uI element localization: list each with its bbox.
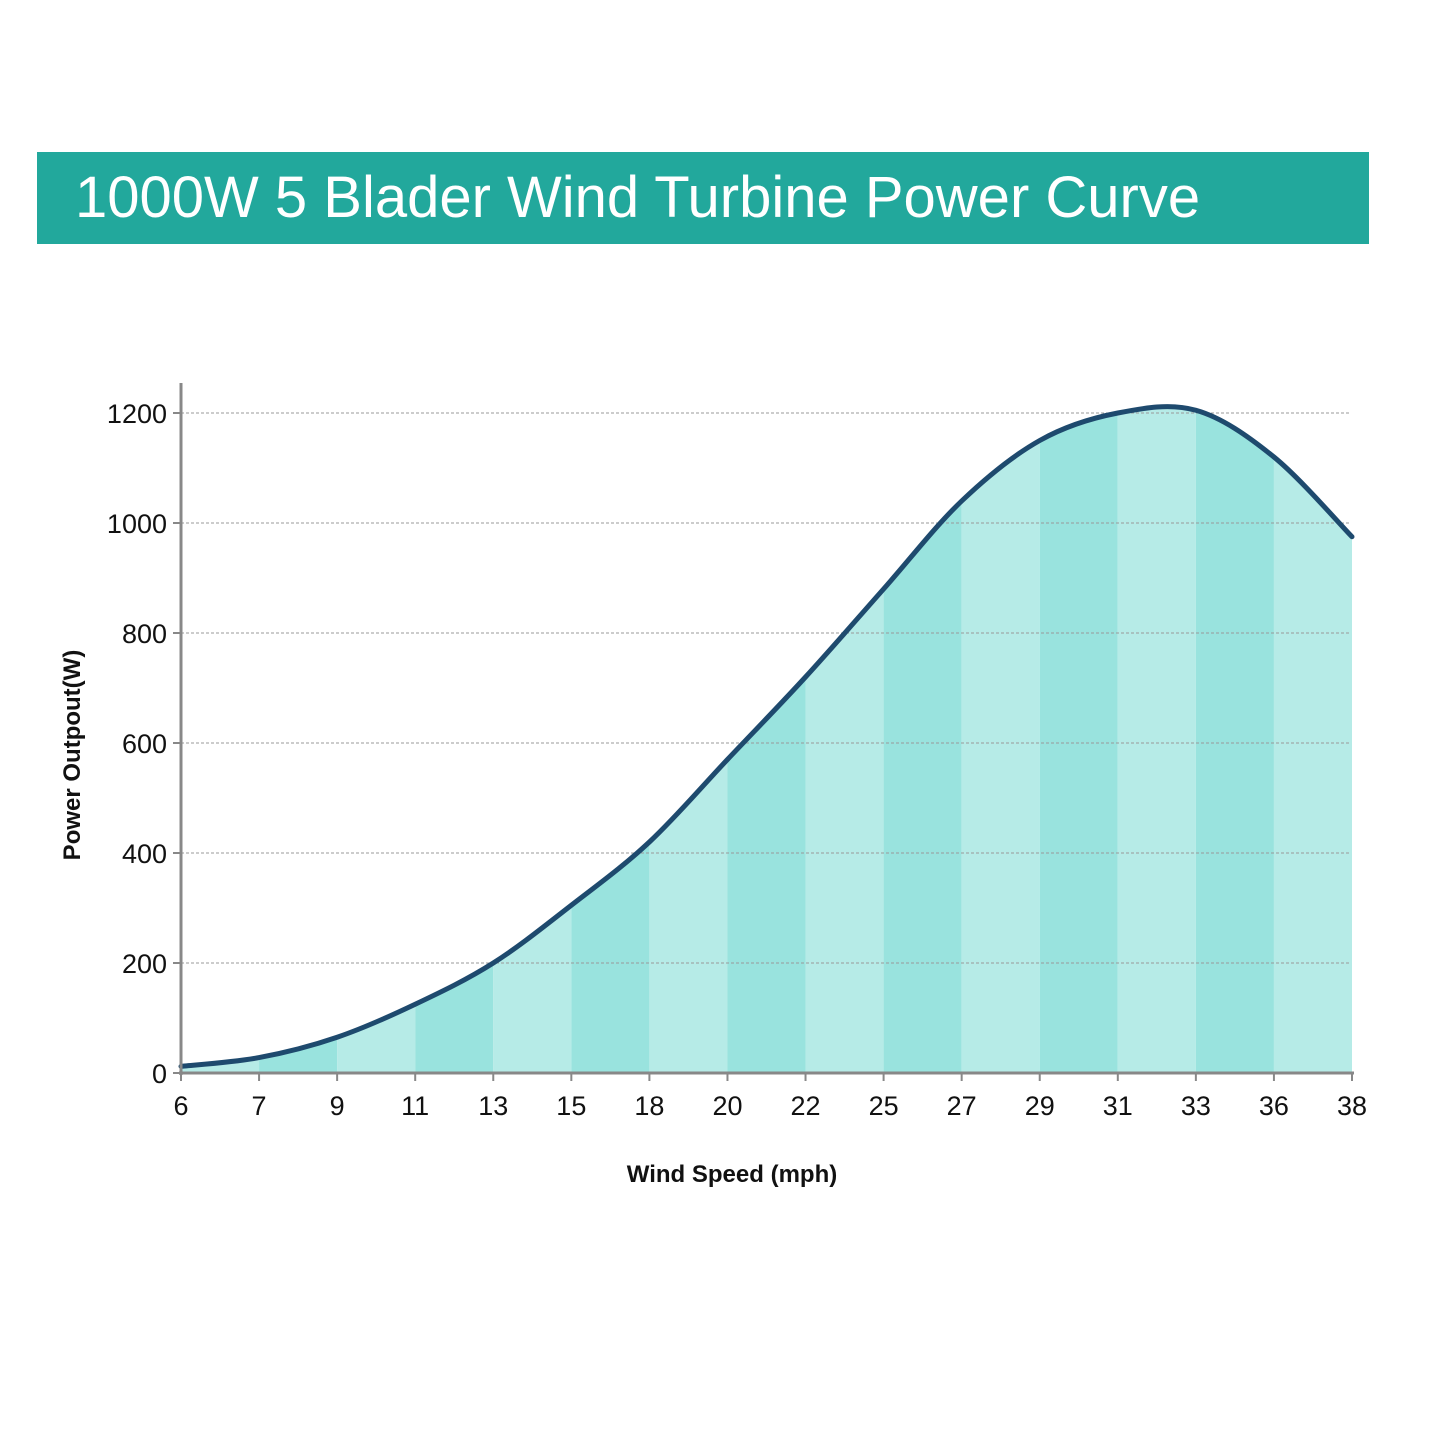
- x-tick-label: 9: [330, 1091, 345, 1121]
- x-tick-label: 18: [634, 1091, 664, 1121]
- fill-band: [1039, 403, 1118, 1073]
- x-tick-label: 27: [947, 1091, 977, 1121]
- title-banner: 1000W 5 Blader Wind Turbine Power Curve: [37, 152, 1369, 244]
- y-tick-label: 0: [152, 1059, 167, 1089]
- fill-band: [1195, 403, 1274, 1073]
- x-axis-title: Wind Speed (mph): [627, 1161, 837, 1188]
- x-tick-label: 11: [401, 1091, 429, 1121]
- x-tick-label: 20: [712, 1091, 742, 1121]
- y-tick-label: 800: [122, 619, 167, 649]
- x-tick-label: 29: [1025, 1091, 1055, 1121]
- x-tick-label: 15: [556, 1091, 586, 1121]
- chart-title: 1000W 5 Blader Wind Turbine Power Curve: [75, 165, 1201, 230]
- x-tick-label: 36: [1259, 1091, 1289, 1121]
- x-tick-label: 7: [252, 1091, 267, 1121]
- y-tick-label: 400: [122, 839, 167, 869]
- x-tick-label: 22: [791, 1091, 821, 1121]
- x-tick-label: 33: [1181, 1091, 1211, 1121]
- fill-band: [1117, 403, 1196, 1073]
- x-ticks: 6 7 9 11 13 15 18 20 22 25 27 29 31 33 36 38: [173, 1073, 1367, 1121]
- y-ticks: 0 200 400 600 800 1000 1200: [107, 399, 181, 1089]
- power-area: [181, 393, 1354, 1067]
- axes: [179, 383, 1354, 1075]
- y-tick-label: 600: [122, 729, 167, 759]
- x-tick-label: 13: [478, 1091, 508, 1121]
- y-tick-label: 200: [122, 949, 167, 979]
- y-axis-title: Power Outpout(W): [59, 650, 86, 861]
- power-curve-line: [178, 404, 1355, 1069]
- x-tick-label: 6: [173, 1091, 188, 1121]
- y-tick-label: 1200: [107, 399, 167, 429]
- fill-band: [961, 403, 1040, 1073]
- y-tick-label: 1000: [107, 509, 167, 539]
- x-tick-label: 38: [1337, 1091, 1367, 1121]
- x-tick-label: 31: [1103, 1091, 1133, 1121]
- x-tick-label: 25: [869, 1091, 899, 1121]
